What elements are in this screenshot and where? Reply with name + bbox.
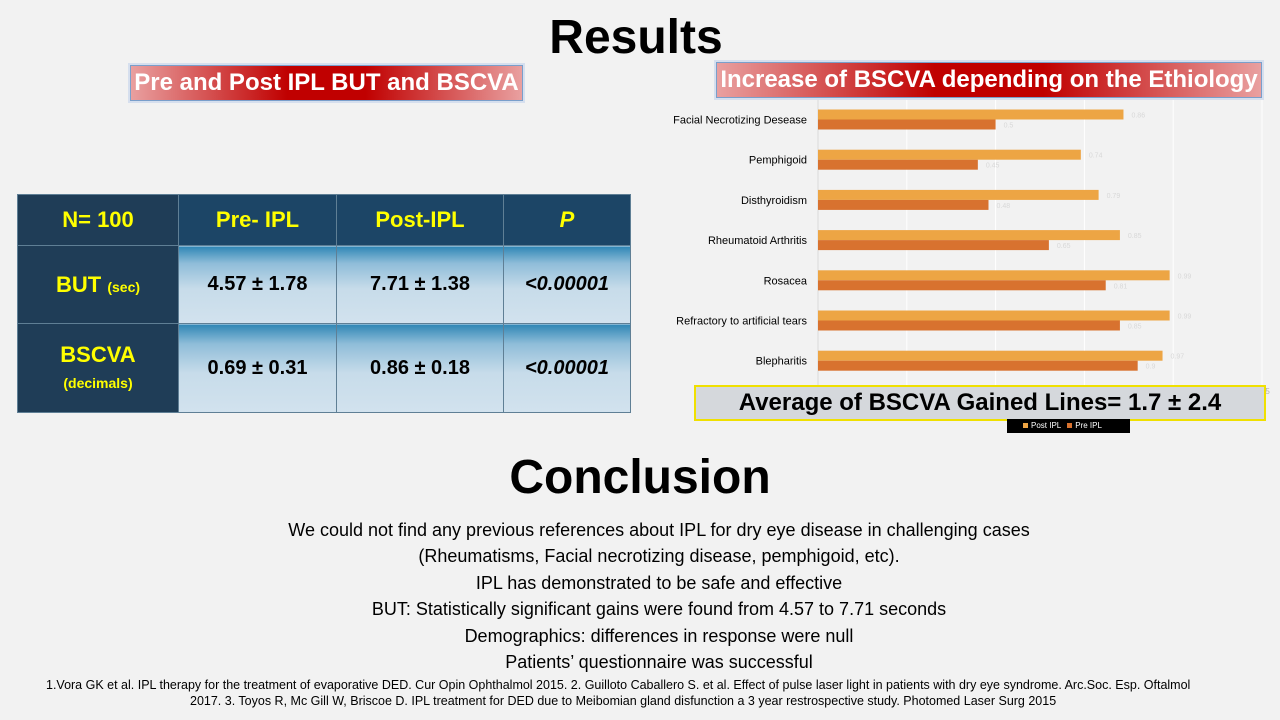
conclusion-line: We could not find any previous reference… [288, 520, 1030, 540]
conclusion-line: BUT: Statistically significant gains wer… [371, 599, 947, 620]
data-label: 0.9 [1146, 364, 1156, 371]
legend-label-post: Post IPL [1031, 421, 1062, 430]
data-label: 0.85 [1128, 233, 1142, 240]
bar-pre [818, 119, 996, 130]
average-gained-lines: Average of BSCVA Gained Lines= 1.7 ± 2.4 [694, 385, 1266, 421]
references: 1.Vora GK et al. IPL therapy for the tre… [46, 677, 1278, 709]
category-label: Facial Necrotizing Desease [673, 115, 807, 127]
header-p: P [503, 194, 631, 246]
bar-pre [818, 360, 1138, 371]
row-label-text: BUT [55, 271, 102, 297]
row-sublabel: (sec) [107, 278, 141, 295]
category-label: Disthyroidism [741, 195, 807, 207]
bar-post [818, 230, 1120, 241]
row-label-text: BSCVA [60, 342, 136, 367]
bar-post [818, 270, 1170, 281]
conclusion-text: We could not find any previous reference… [0, 517, 1280, 675]
header-post: Post-IPL [336, 194, 504, 246]
data-label: 0.45 [986, 163, 1000, 170]
category-label: Rheumatoid Arthritis [708, 235, 808, 247]
table-row: BUT (sec) 4.57 ± 1.78 7.71 ± 1.38 <0.000… [17, 245, 631, 324]
bar-post [818, 310, 1170, 321]
table-banner: Pre and Post IPL BUT and BSCVA [130, 65, 523, 101]
data-label: 0.99 [1178, 273, 1192, 280]
chart-banner: Increase of BSCVA depending on the Ethio… [716, 62, 1262, 98]
data-label: 0.86 [1131, 113, 1145, 120]
conclusion-line: Patients’ questionnaire was successful [505, 651, 813, 672]
conclusion-line: Demographics: differences in response we… [464, 625, 854, 646]
data-label: 0.48 [996, 203, 1010, 210]
table-row: BSCVA (decimals) 0.69 ± 0.31 0.86 ± 0.18 … [17, 323, 631, 413]
data-label: 0.85 [1128, 324, 1142, 331]
row-label: BUT (sec) [17, 245, 179, 324]
category-label: Pemphigoid [749, 155, 807, 167]
reference-line: 1.Vora GK et al. IPL therapy for the tre… [46, 678, 1191, 692]
bar-post [818, 189, 1099, 200]
bar-pre [818, 320, 1120, 331]
legend-label-pre: Pre IPL [1075, 421, 1102, 430]
bar-post [818, 109, 1124, 120]
legend-item-pre: Pre IPL [1067, 419, 1102, 433]
ethiology-bar-chart: 00.250.50.7511.25Facial Necrotizing Dese… [640, 100, 1280, 400]
chart-legend: Post IPL Pre IPL [1007, 419, 1130, 433]
page-title: Results [549, 11, 723, 64]
data-label: 0.5 [1004, 123, 1014, 130]
data-label: 0.79 [1107, 193, 1121, 200]
legend-swatch-pre [1067, 423, 1073, 429]
bar-post [818, 350, 1163, 361]
reference-line: 2017. 3. Toyos R, Mc Gill W, Briscoe D. … [190, 694, 1057, 708]
chart-svg: 00.250.50.7511.25Facial Necrotizing Dese… [673, 100, 1270, 396]
data-label: 0.74 [1089, 153, 1103, 160]
results-table: N= 100 Pre- IPL Post-IPL P BUT (sec) 4.5… [17, 194, 631, 413]
cell-p: <0.00001 [503, 245, 631, 324]
bar-pre [818, 159, 978, 170]
cell-post: 7.71 ± 1.38 [336, 245, 504, 324]
cell-post: 0.86 ± 0.18 [336, 323, 504, 413]
header-pre: Pre- IPL [178, 194, 337, 246]
legend-swatch-post [1023, 423, 1028, 429]
conclusion-line: IPL has demonstrated to be safe and effe… [475, 572, 843, 593]
header-p-text: P [559, 207, 575, 232]
data-label: 0.65 [1057, 243, 1071, 250]
legend-item-post: Post IPL [1023, 419, 1061, 433]
category-label: Blepharitis [756, 356, 808, 368]
category-label: Refractory to artificial tears [676, 316, 807, 328]
table-header-row: N= 100 Pre- IPL Post-IPL P [17, 194, 631, 246]
category-label: Rosacea [764, 275, 808, 287]
cell-pre: 4.57 ± 1.78 [178, 245, 337, 324]
data-label: 0.97 [1171, 354, 1185, 361]
row-sublabel: (decimals) [63, 375, 133, 391]
data-label: 0.81 [1114, 283, 1128, 290]
data-label: 0.99 [1178, 314, 1192, 321]
row-label: BSCVA (decimals) [17, 323, 179, 413]
cell-p: <0.00001 [503, 323, 631, 413]
conclusion-title: Conclusion [509, 451, 771, 504]
cell-pre: 0.69 ± 0.31 [178, 323, 337, 413]
bar-post [818, 149, 1081, 160]
bar-pre [818, 240, 1049, 251]
bar-pre [818, 280, 1106, 291]
header-n: N= 100 [17, 194, 179, 246]
bar-pre [818, 199, 989, 210]
conclusion-line: (Rheumatisms, Facial necrotizing disease… [418, 546, 900, 567]
